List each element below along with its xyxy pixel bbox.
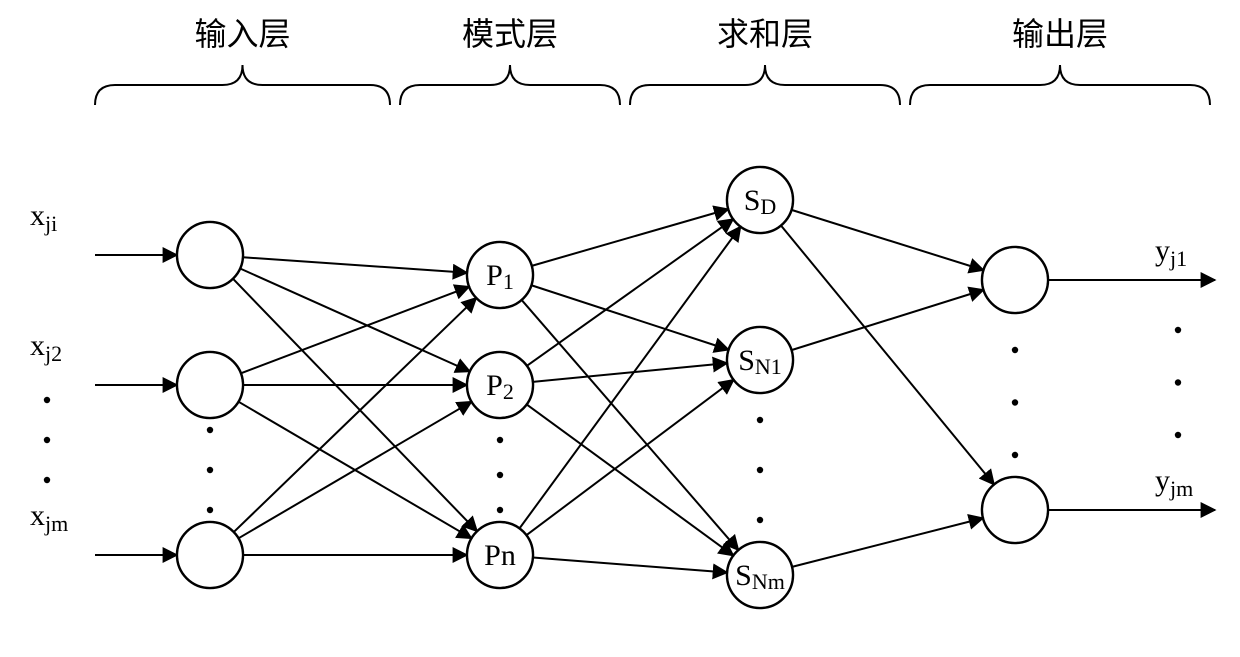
- edge: [241, 287, 469, 374]
- edge: [791, 290, 983, 350]
- layer-label: 输入层: [194, 16, 290, 52]
- edge: [531, 285, 728, 349]
- edge: [792, 518, 983, 567]
- layer-label: 模式层: [462, 16, 558, 52]
- vdots: [1175, 379, 1181, 385]
- edge: [527, 404, 734, 555]
- vdots: [1012, 452, 1018, 458]
- vdots: [757, 417, 763, 423]
- output-label: yj1: [1155, 234, 1187, 271]
- bracket: [910, 65, 1210, 105]
- vdots: [207, 467, 213, 473]
- edge: [532, 209, 729, 266]
- edge: [526, 380, 733, 535]
- bracket: [630, 65, 900, 105]
- bracket: [400, 65, 620, 105]
- vdots: [207, 507, 213, 513]
- input-label: xji: [30, 199, 57, 236]
- vdots: [497, 437, 503, 443]
- vdots: [1012, 399, 1018, 405]
- edge: [791, 210, 983, 270]
- bracket: [95, 65, 390, 105]
- edge: [243, 257, 467, 272]
- edge: [233, 279, 477, 532]
- vdots: [757, 467, 763, 473]
- layer-label: 求和层: [717, 16, 813, 52]
- vdots: [207, 427, 213, 433]
- vdots: [497, 507, 503, 513]
- edge: [519, 227, 740, 529]
- layer-label: 输出层: [1012, 16, 1108, 52]
- edge: [240, 268, 470, 371]
- edge: [234, 298, 477, 532]
- edge: [527, 219, 733, 366]
- input-label: xj2: [30, 329, 62, 366]
- node-label: Pn: [484, 539, 516, 572]
- network-diagram: 输入层模式层求和层输出层xjixj2xjmyj1yjmP1P2PnSDSN1SN…: [0, 0, 1240, 657]
- input-label: xjm: [30, 499, 68, 536]
- output-label: yjm: [1155, 464, 1193, 501]
- vdots: [757, 517, 763, 523]
- vdots: [1175, 432, 1181, 438]
- edge: [533, 558, 727, 573]
- vdots: [1012, 347, 1018, 353]
- vdots: [44, 477, 50, 483]
- vdots: [1175, 327, 1181, 333]
- vdots: [497, 472, 503, 478]
- vdots: [44, 397, 50, 403]
- vdots: [44, 437, 50, 443]
